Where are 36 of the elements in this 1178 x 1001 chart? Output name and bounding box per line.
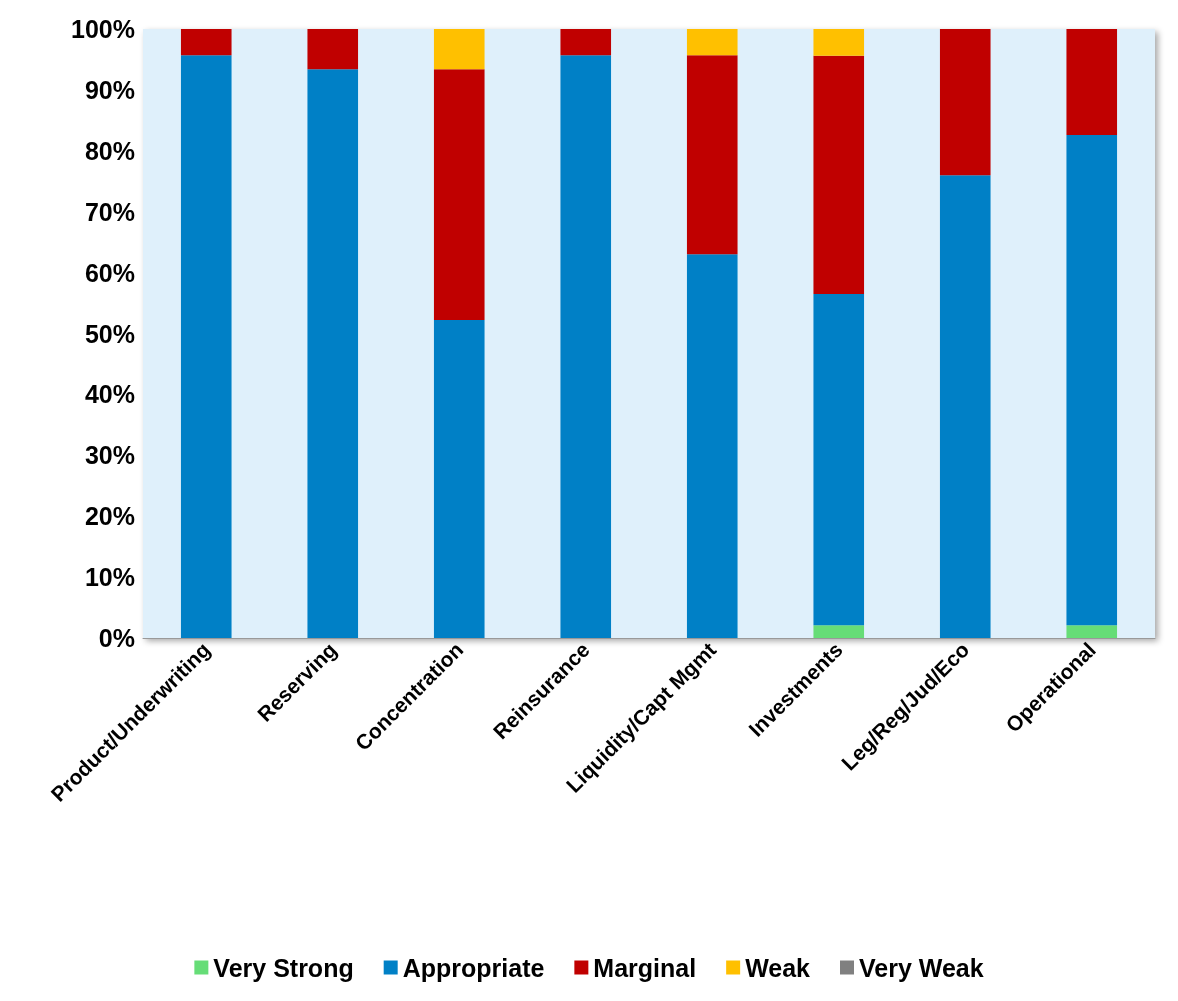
legend-label: Marginal xyxy=(593,953,697,982)
y-tick-label: 80% xyxy=(84,136,135,165)
bar xyxy=(686,254,738,638)
bar xyxy=(813,55,865,294)
bar xyxy=(560,29,612,56)
bar xyxy=(433,29,485,70)
legend-label: Appropriate xyxy=(402,953,545,982)
bar xyxy=(433,320,485,638)
bar xyxy=(939,175,991,638)
bar xyxy=(686,55,738,255)
bar xyxy=(939,29,991,176)
bar xyxy=(813,293,865,626)
bar xyxy=(433,69,485,321)
bar xyxy=(686,29,738,56)
bar xyxy=(560,55,612,638)
bar xyxy=(1066,625,1118,638)
bar xyxy=(180,55,232,638)
legend-label: Very Strong xyxy=(213,953,354,982)
bar xyxy=(307,69,359,638)
y-tick-label: 40% xyxy=(84,380,135,409)
bar xyxy=(813,625,865,638)
y-tick-label: 50% xyxy=(84,319,135,348)
legend-label: Weak xyxy=(745,953,811,982)
legend-label: Very Weak xyxy=(859,953,984,982)
y-tick-label: 90% xyxy=(84,75,135,104)
y-tick-label: 60% xyxy=(84,258,135,287)
bar xyxy=(1066,29,1118,135)
bar xyxy=(180,29,232,56)
y-tick-label: 30% xyxy=(84,441,135,470)
bar xyxy=(1066,134,1118,626)
y-tick-label: 20% xyxy=(84,502,135,531)
y-tick-label: 70% xyxy=(84,197,135,226)
y-tick-label: 10% xyxy=(84,563,135,592)
y-tick-label: 100% xyxy=(71,15,135,43)
bar xyxy=(307,29,359,70)
bar xyxy=(813,29,865,56)
